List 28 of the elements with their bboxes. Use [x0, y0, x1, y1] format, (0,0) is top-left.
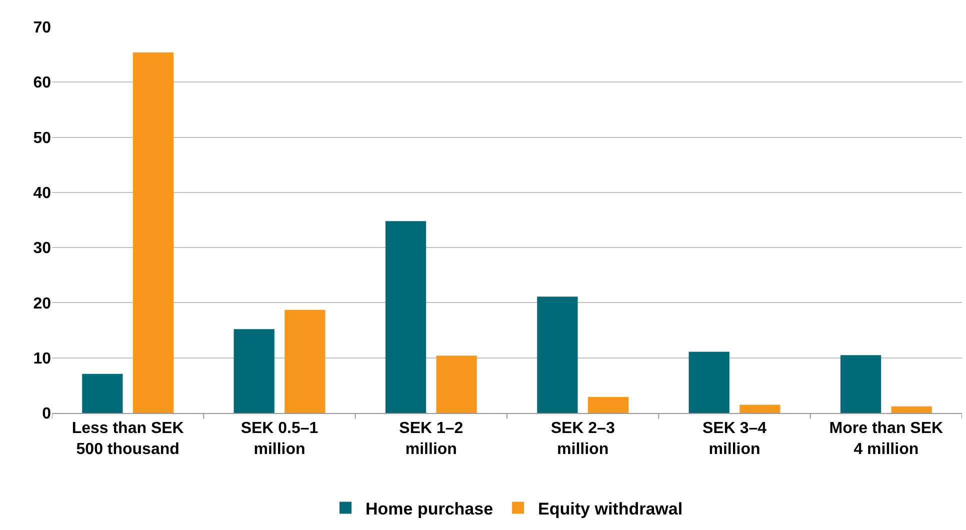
bar — [537, 296, 578, 413]
bar — [840, 355, 882, 413]
bar — [688, 352, 730, 413]
bar — [234, 329, 274, 413]
x-tick-label: SEK 3–4 million — [702, 420, 767, 458]
y-tick-label: 60 — [33, 74, 52, 92]
bar — [284, 310, 326, 413]
x-tick-label: SEK 1–2 million — [399, 420, 464, 458]
bar — [588, 397, 629, 413]
bar — [82, 374, 123, 413]
legend-label: Equity withdrawal — [538, 499, 683, 518]
y-tick-label: 70 — [33, 20, 52, 37]
y-tick-label: 40 — [33, 185, 52, 202]
y-tick-label: 20 — [33, 295, 52, 312]
x-tick-label: SEK 0.5–1 million — [240, 420, 318, 458]
bar — [436, 356, 477, 413]
y-tick-label: 30 — [33, 240, 52, 258]
bar — [385, 221, 426, 413]
x-tick-label: More than SEK 4 million — [829, 420, 944, 458]
y-tick-label: 10 — [33, 350, 52, 368]
bar — [740, 404, 780, 413]
y-tick-label: 50 — [33, 130, 52, 147]
legend-label: Home purchase — [366, 499, 494, 518]
x-tick-label: Less than SEK 500 thousand — [72, 420, 184, 458]
bar — [132, 52, 174, 413]
x-tick-label: SEK 2–3 million — [550, 420, 615, 458]
y-tick-label: 0 — [42, 406, 52, 423]
bar — [891, 406, 932, 413]
